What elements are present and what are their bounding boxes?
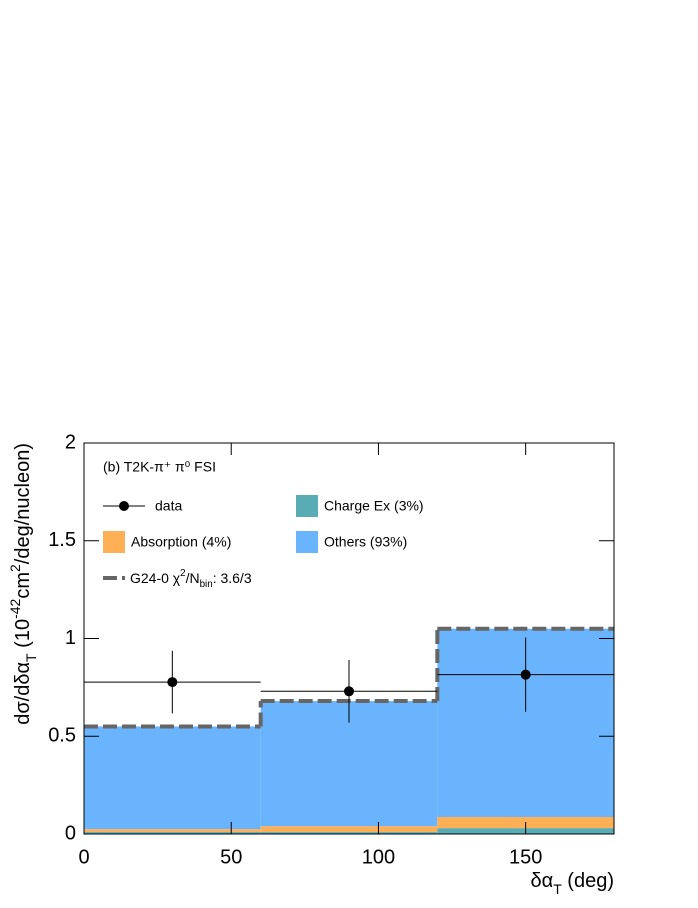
y-tick-label: 0.5 bbox=[48, 725, 76, 747]
legend-swatch bbox=[296, 531, 318, 553]
y-axis-title: dσ/dδαT (10-42cm2/deg/nucleon) bbox=[7, 443, 39, 725]
legend-label: Others (93%) bbox=[324, 534, 407, 550]
y-tick-label: 2 bbox=[65, 431, 76, 453]
text-part: cm bbox=[12, 572, 34, 599]
text-part: /N bbox=[186, 570, 200, 586]
bar bbox=[260, 826, 438, 833]
x-tick-label: 150 bbox=[509, 846, 542, 868]
y-tick-label: 0 bbox=[65, 822, 76, 844]
text-part: (10 bbox=[12, 619, 34, 653]
text-part: δα bbox=[530, 870, 553, 892]
legend-label: Absorption (4%) bbox=[131, 534, 231, 550]
annotation: (b) T2K-π⁺ π⁰ FSI bbox=[103, 459, 216, 475]
data-point bbox=[520, 669, 531, 680]
text-part: : 3.6/3 bbox=[213, 570, 252, 586]
data-point bbox=[344, 686, 354, 697]
bar bbox=[260, 832, 438, 834]
text-part: 2 bbox=[7, 564, 23, 572]
bar bbox=[84, 726, 261, 830]
x-tick-label: 0 bbox=[78, 846, 89, 868]
y-tick-label: 1 bbox=[65, 627, 76, 649]
x-axis-title: δαT (deg) bbox=[530, 870, 614, 896]
text-part: (deg) bbox=[562, 870, 614, 892]
text-part: dσ/dδα bbox=[12, 662, 34, 725]
text-part: bin bbox=[200, 579, 213, 590]
text-part: G24-0 χ bbox=[130, 570, 181, 586]
legend-swatch bbox=[296, 495, 318, 517]
text-part: T bbox=[553, 881, 562, 897]
y-tick-label: 1.5 bbox=[48, 529, 76, 551]
text-part: 2 bbox=[180, 568, 185, 579]
bar bbox=[84, 832, 261, 834]
legend-label: data bbox=[155, 498, 182, 514]
bar bbox=[84, 829, 261, 833]
legend-label: Charge Ex (3%) bbox=[324, 498, 424, 514]
data-point bbox=[167, 677, 178, 688]
legend-symbol bbox=[119, 501, 129, 511]
x-tick-label: 50 bbox=[220, 846, 242, 868]
text-part: /deg/nucleon) bbox=[12, 443, 34, 564]
legend-swatch bbox=[103, 531, 125, 553]
x-tick-label: 100 bbox=[362, 846, 395, 868]
legend-label: G24-0 χ2/Nbin: 3.6/3 bbox=[130, 568, 252, 590]
text-part: T bbox=[23, 653, 39, 662]
text-part: -42 bbox=[7, 598, 23, 618]
